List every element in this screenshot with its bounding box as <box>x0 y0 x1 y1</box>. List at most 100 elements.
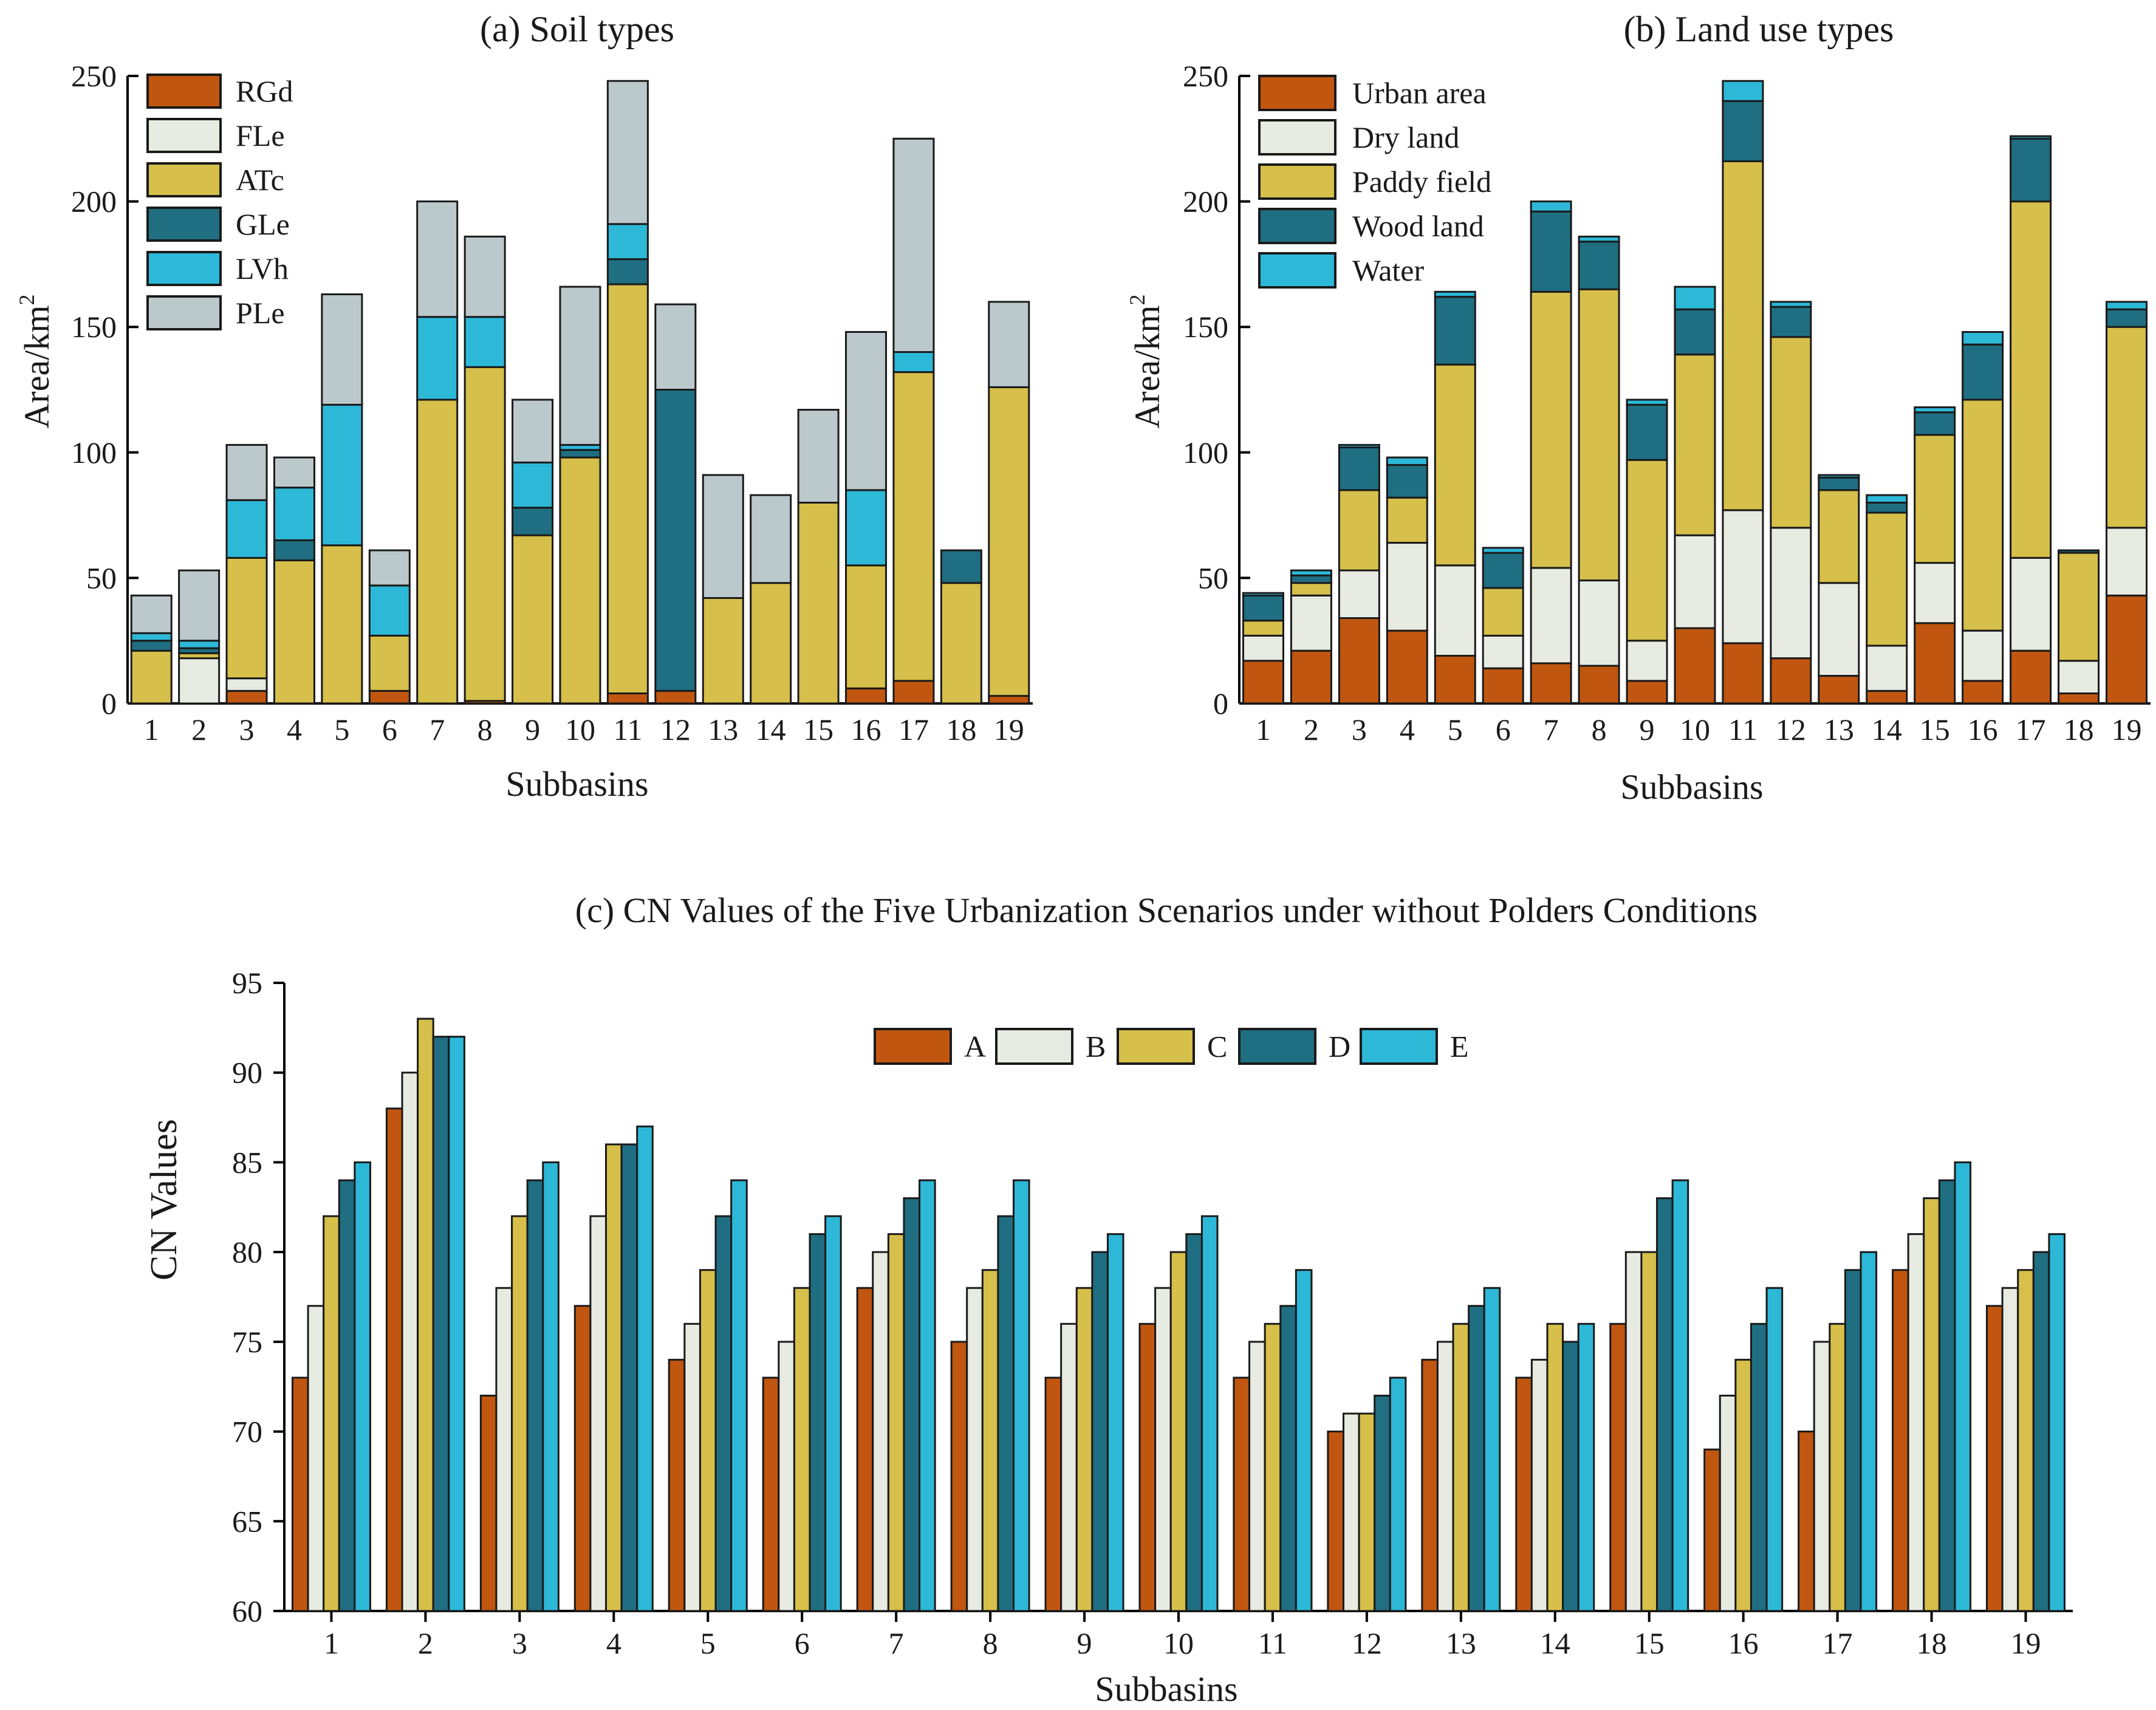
bar-d-subbasin-13 <box>1468 1305 1485 1612</box>
bar-atc-subbasin-5 <box>321 544 363 705</box>
bar-d-subbasin-3 <box>526 1179 544 1612</box>
x-tick-label: 13 <box>1824 713 1854 747</box>
x-tick-label: 1 <box>324 1626 339 1660</box>
bar-wood-land-subbasin-16 <box>1962 343 2004 401</box>
bar-atc-subbasin-9 <box>512 534 554 705</box>
bars <box>130 80 1030 705</box>
bar-fle-subbasin-2 <box>178 657 221 705</box>
bar-dry-land-subbasin-11 <box>1722 509 1764 645</box>
bar-b-subbasin-19 <box>2001 1287 2019 1612</box>
x-tick-label: 3 <box>512 1626 527 1660</box>
x-tick-label: 12 <box>1776 713 1806 747</box>
bar-ple-subbasin-6 <box>368 549 411 587</box>
x-tick-label: 19 <box>994 713 1024 747</box>
bar-rgd-subbasin-19 <box>988 695 1030 705</box>
bar-e-subbasin-9 <box>1106 1233 1124 1612</box>
x-tick-label: 6 <box>795 1626 810 1660</box>
legend: RGd FLe ATc GLe LVh PLe <box>146 74 293 330</box>
bar-ple-subbasin-19 <box>988 301 1030 388</box>
bar-wood-land-subbasin-15 <box>1914 411 1956 436</box>
legend-swatch-e <box>1360 1028 1438 1065</box>
bar-paddy-field-subbasin-16 <box>1962 398 2004 632</box>
x-tick-label: 12 <box>1352 1626 1382 1660</box>
bar-fle-subbasin-3 <box>225 677 268 692</box>
bar-c-subbasin-7 <box>887 1233 905 1612</box>
bar-paddy-field-subbasin-13 <box>1818 489 1860 584</box>
bar-water-subbasin-15 <box>1914 406 1956 414</box>
bar-atc-subbasin-13 <box>702 597 744 705</box>
y-tick-label: 0 <box>101 686 117 720</box>
bar-ple-subbasin-8 <box>464 235 506 318</box>
legend-label-c: C <box>1207 1030 1227 1064</box>
bar-urban-area-subbasin-3 <box>1338 617 1380 705</box>
bar-b-subbasin-13 <box>1436 1341 1454 1612</box>
bar-water-subbasin-10 <box>1674 286 1716 310</box>
bar-e-subbasin-11 <box>1295 1269 1313 1612</box>
y-axis-label-superscript: 2 <box>1125 295 1149 306</box>
bar-gle-subbasin-1 <box>130 640 173 652</box>
x-tick-label: 5 <box>700 1626 716 1660</box>
bar-b-subbasin-10 <box>1154 1287 1172 1612</box>
bar-urban-area-subbasin-18 <box>2058 692 2100 705</box>
x-tick-label: 18 <box>1917 1626 1947 1660</box>
x-tick-label: 8 <box>1592 713 1607 747</box>
legend-swatch-rgd <box>146 74 222 109</box>
bar-dry-land-subbasin-3 <box>1338 569 1380 620</box>
bar-a-subbasin-6 <box>762 1377 780 1612</box>
bar-wood-land-subbasin-14 <box>1866 501 1908 514</box>
bar-urban-area-subbasin-15 <box>1914 622 1956 705</box>
bar-a-subbasin-15 <box>1609 1322 1627 1612</box>
x-tick-label: 4 <box>1400 713 1415 747</box>
bar-e-subbasin-13 <box>1483 1287 1501 1612</box>
bar-wood-land-subbasin-8 <box>1578 241 1620 290</box>
bar-a-subbasin-9 <box>1044 1377 1063 1612</box>
bar-lvh-subbasin-9 <box>512 461 554 509</box>
bar-c-subbasin-6 <box>793 1287 811 1612</box>
bar-ple-subbasin-1 <box>130 594 173 634</box>
bars <box>1242 80 2148 705</box>
x-tick-label: 14 <box>756 713 786 747</box>
bar-urban-area-subbasin-16 <box>1962 680 2004 705</box>
x-tick-label: 16 <box>1968 713 1998 747</box>
bar-a-subbasin-11 <box>1233 1377 1251 1612</box>
bar-wood-land-subbasin-2 <box>1290 574 1332 584</box>
bar-b-subbasin-7 <box>872 1251 889 1612</box>
bar-wood-land-subbasin-17 <box>2010 137 2052 203</box>
bar-atc-subbasin-19 <box>988 386 1030 697</box>
bar-e-subbasin-8 <box>1013 1179 1030 1612</box>
y-axis-label-text: Area/km <box>17 306 56 429</box>
bar-urban-area-subbasin-12 <box>1770 657 1812 705</box>
y-tick-label: 95 <box>232 966 262 1000</box>
bar-e-subbasin-3 <box>542 1161 560 1612</box>
bar-e-subbasin-1 <box>354 1161 371 1612</box>
bar-water-subbasin-14 <box>1866 494 1908 504</box>
bar-wood-land-subbasin-7 <box>1530 210 1572 293</box>
y-tick-label: 150 <box>1183 310 1228 344</box>
y-tick-label: 200 <box>71 185 117 219</box>
bar-a-subbasin-7 <box>856 1287 874 1612</box>
bar-lvh-subbasin-7 <box>416 316 459 401</box>
bar-urban-area-subbasin-4 <box>1386 629 1428 705</box>
bar-paddy-field-subbasin-17 <box>2010 200 2052 559</box>
bar-b-subbasin-6 <box>778 1341 795 1612</box>
x-tick-label: 4 <box>287 713 302 747</box>
bar-e-subbasin-6 <box>824 1215 842 1612</box>
bar-c-subbasin-5 <box>699 1269 717 1612</box>
bar-wood-land-subbasin-4 <box>1386 463 1428 499</box>
x-tick-label: 9 <box>525 713 540 747</box>
bar-e-subbasin-12 <box>1389 1377 1407 1612</box>
bar-c-subbasin-12 <box>1358 1412 1376 1612</box>
bar-lvh-subbasin-4 <box>273 487 315 541</box>
bar-urban-area-subbasin-14 <box>1866 689 1908 705</box>
bar-ple-subbasin-12 <box>654 303 697 391</box>
bar-dry-land-subbasin-7 <box>1530 567 1572 665</box>
y-axis-label: Area/km2 <box>15 295 56 429</box>
x-tick-label: 18 <box>2064 713 2094 747</box>
legend-swatch-c <box>1117 1028 1195 1065</box>
bar-lvh-subbasin-3 <box>225 499 268 559</box>
bar-e-subbasin-4 <box>636 1125 654 1612</box>
bar-wood-land-subbasin-12 <box>1770 306 1812 338</box>
x-axis-label: Subbasins <box>1620 767 1763 807</box>
